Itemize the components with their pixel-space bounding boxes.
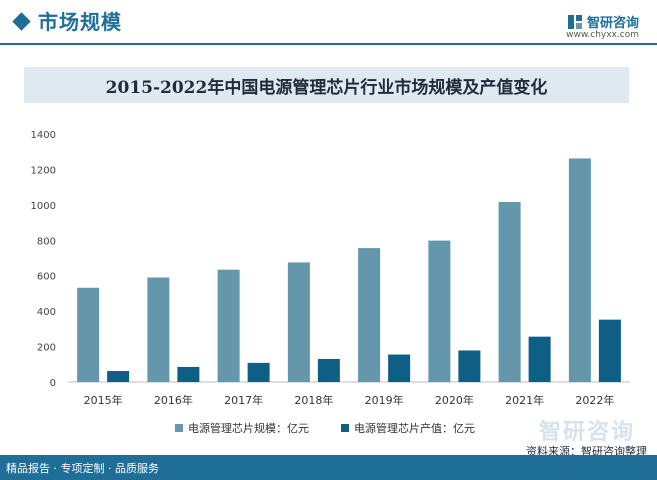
bar-series-1: [77, 287, 100, 382]
chart-title: 2015-2022年中国电源管理芯片行业市场规模及产值变化: [105, 77, 548, 98]
bar-series-1: [428, 240, 451, 382]
bar-series-2: [598, 319, 621, 382]
brand-name: 智研咨询: [586, 16, 639, 31]
legend-item-series-2: 电源管理芯片产值：亿元: [341, 420, 475, 436]
footer-bar: 精品报告 · 专项定制 · 品质服务: [0, 455, 657, 480]
bar-series-1: [147, 277, 170, 382]
footer-tagline: 精品报告 · 专项定制 · 品质服务: [6, 462, 159, 475]
legend-label-series-1: 电源管理芯片规模：亿元: [188, 422, 309, 435]
legend-item-series-1: 电源管理芯片规模：亿元: [175, 420, 309, 436]
bar-series-1: [217, 269, 240, 382]
y-tick-label: 0: [50, 378, 56, 389]
legend-label-series-2: 电源管理芯片产值：亿元: [354, 422, 475, 435]
bar-chart: 0 200 400 600 800 1000 1200 1400 2015年 2016年 2017年…: [31, 130, 630, 407]
y-tick-label: 1000: [31, 201, 56, 212]
x-tick-label: 2022年: [575, 393, 614, 407]
header-divider: [0, 43, 657, 45]
y-tick-label: 1400: [31, 130, 56, 141]
bar-series-2: [317, 358, 340, 382]
y-tick-label: 600: [37, 272, 56, 283]
bar-series-2: [247, 362, 270, 382]
brand-logo: 智研咨询: [567, 12, 639, 31]
chart-legend: 电源管理芯片规模：亿元 电源管理芯片产值：亿元: [0, 420, 657, 438]
y-tick-label: 400: [37, 307, 56, 318]
x-tick-label: 2018年: [294, 393, 333, 407]
x-tick-label: 2019年: [365, 393, 404, 407]
bar-series-1: [568, 158, 591, 382]
x-tick-label: 2017年: [224, 393, 263, 407]
x-tick-label: 2016年: [154, 393, 193, 407]
y-tick-label: 800: [37, 236, 56, 247]
brand-logo-icon: [567, 14, 582, 29]
bar-series-2: [388, 354, 411, 382]
bar-series-1: [287, 262, 310, 382]
bar-series-2: [458, 350, 481, 382]
legend-swatch-series-1: [175, 424, 183, 432]
bar-series-2: [107, 371, 130, 382]
x-tick-label: 2020年: [435, 393, 474, 407]
bar-series-2: [177, 366, 200, 382]
x-tick-label: 2021年: [505, 393, 544, 407]
y-tick-label: 1200: [31, 165, 56, 176]
chart-title-banner: 2015-2022年中国电源管理芯片行业市场规模及产值变化: [24, 67, 629, 103]
source-note: 资料来源：智研咨询整理: [526, 445, 647, 458]
bar-series-1: [358, 248, 381, 382]
bar-series-1: [498, 202, 521, 382]
header: 市场规模 智研咨询 www.chyxx.com: [0, 0, 657, 50]
x-tick-label: 2015年: [84, 393, 123, 407]
legend-swatch-series-2: [341, 424, 349, 432]
bar-series-2: [528, 336, 551, 382]
brand-url: www.chyxx.com: [566, 30, 639, 40]
brand-watermark: 智研咨询: [538, 420, 635, 445]
section-title: 市场规模: [38, 10, 122, 34]
y-tick-label: 200: [37, 343, 56, 354]
